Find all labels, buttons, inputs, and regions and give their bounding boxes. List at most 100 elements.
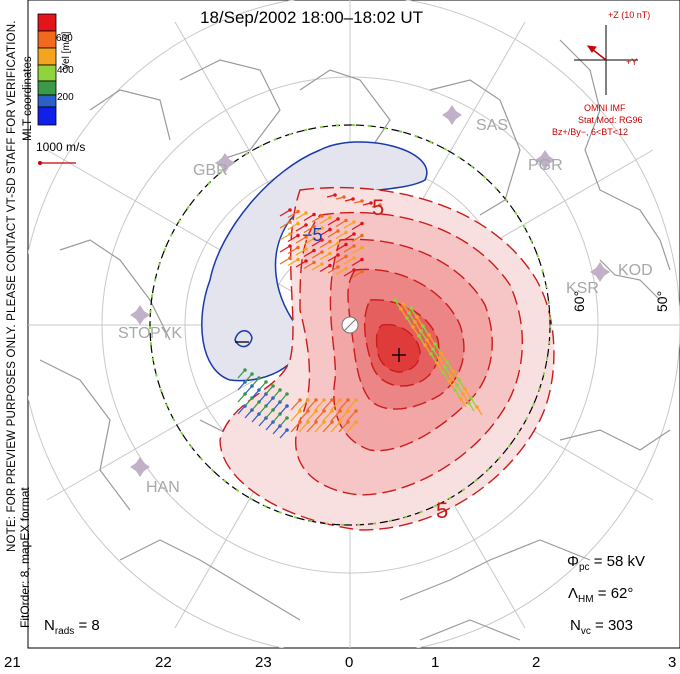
velocity-vector bbox=[319, 228, 331, 237]
velocity-vector-origin bbox=[338, 398, 342, 402]
velocity-vector bbox=[322, 399, 333, 411]
n-rads-stat: Nrads = 8 bbox=[44, 617, 100, 637]
velocity-vector-origin bbox=[360, 199, 364, 203]
hour-tick-0: 0 bbox=[345, 654, 354, 671]
station-kod: KOD bbox=[618, 262, 653, 279]
velocity-vector-origin bbox=[352, 268, 356, 272]
velocity-vector-origin bbox=[360, 269, 364, 274]
velocity-vector bbox=[343, 233, 355, 241]
velocity-vector-origin bbox=[344, 218, 348, 223]
velocity-vector-origin bbox=[320, 262, 324, 266]
velocity-vector bbox=[287, 210, 299, 219]
velocity-vector-origin bbox=[336, 253, 340, 257]
imf-axis-z: +Z (10 nT) bbox=[608, 10, 651, 20]
imf-condition: Bz+/By−, 6<BT<12 bbox=[552, 127, 629, 137]
velocity-vector-origin bbox=[344, 266, 348, 271]
velocity-vector-origin bbox=[304, 211, 308, 215]
velocity-vector-origin bbox=[285, 428, 289, 432]
n-rads-value: = 8 bbox=[78, 617, 100, 634]
station-pyk: PYK bbox=[150, 325, 183, 342]
velocity-vector bbox=[279, 209, 291, 217]
velocity-vector bbox=[319, 240, 331, 249]
n-vc-value: = 303 bbox=[595, 617, 633, 634]
velocity-vector-origin bbox=[288, 220, 292, 224]
velocity-vector bbox=[290, 410, 301, 422]
velocity-vector bbox=[322, 421, 333, 433]
phi-pc-stat: Φpc = 58 kV bbox=[567, 553, 645, 573]
map-title: 18/Sep/2002 18:00–18:02 UT bbox=[200, 8, 424, 27]
velocity-vector-origin bbox=[304, 235, 308, 239]
velocity-vector bbox=[327, 254, 339, 262]
contour-label-bottom: 5 bbox=[436, 498, 449, 523]
velocity-vector-origin bbox=[360, 233, 364, 238]
velocity-vector-origin bbox=[342, 195, 346, 199]
lambda-hm-value: = 62° bbox=[597, 585, 634, 602]
velocity-vector-origin bbox=[328, 227, 332, 232]
velocity-vector bbox=[311, 215, 323, 223]
velocity-vector-origin bbox=[304, 259, 308, 263]
velocity-vector bbox=[298, 410, 309, 422]
velocity-vector bbox=[343, 257, 355, 265]
velocity-vector-origin bbox=[429, 352, 433, 356]
velocity-vector-origin bbox=[288, 244, 292, 248]
velocity-vector-origin bbox=[288, 256, 292, 260]
velocity-vector-origin bbox=[344, 230, 348, 235]
velocity-vector bbox=[319, 252, 331, 261]
velocity-vector-origin bbox=[328, 263, 332, 268]
velocity-vector bbox=[327, 218, 339, 226]
positive-cell bbox=[219, 186, 555, 531]
velocity-vector bbox=[311, 227, 323, 235]
velocity-vector bbox=[279, 233, 291, 241]
velocity-vector-origin bbox=[330, 420, 334, 424]
velocity-vector bbox=[338, 399, 349, 411]
velocity-vector bbox=[295, 260, 307, 268]
velocity-vector bbox=[314, 399, 325, 411]
velocity-vector bbox=[303, 225, 315, 234]
imf-axis-y: +Y bbox=[626, 57, 638, 67]
velocity-vector-origin bbox=[393, 298, 397, 302]
velocity-vector-origin bbox=[399, 307, 403, 311]
velocity-vector-origin bbox=[461, 392, 465, 396]
velocity-vector-origin bbox=[344, 254, 348, 259]
velocity-vector-origin bbox=[330, 398, 334, 402]
velocity-vector-origin bbox=[314, 398, 318, 402]
velocity-vector-origin bbox=[296, 209, 300, 214]
velocity-vector-origin bbox=[330, 409, 334, 413]
velocity-vector-origin bbox=[298, 420, 302, 424]
velocity-vector-origin bbox=[423, 343, 427, 347]
velocity-vector bbox=[335, 243, 347, 252]
velocity-vector-origin bbox=[322, 420, 326, 424]
velocity-vector bbox=[343, 245, 355, 253]
hour-tick-21: 21 bbox=[4, 654, 21, 671]
velocity-vector-origin bbox=[250, 372, 254, 376]
colorbar-label: Vel [m/s] bbox=[61, 31, 72, 70]
velocity-vector bbox=[322, 410, 333, 422]
velocity-vector-origin bbox=[459, 397, 463, 401]
station-sas: SAS bbox=[476, 117, 509, 134]
velocity-vector-origin bbox=[328, 239, 332, 244]
velocity-vector-origin bbox=[415, 315, 419, 319]
velocity-vector-origin bbox=[338, 420, 342, 424]
velocity-vector-origin bbox=[360, 257, 364, 262]
velocity-vector bbox=[319, 216, 331, 225]
velocity-vector-origin bbox=[322, 409, 326, 413]
velocity-vector-origin bbox=[336, 217, 340, 221]
velocity-vector-origin bbox=[401, 302, 405, 306]
velocity-vector-origin bbox=[455, 383, 459, 387]
velocity-vector-origin bbox=[328, 251, 332, 256]
velocity-vector-origin bbox=[431, 347, 435, 351]
velocity-vector-origin bbox=[320, 214, 324, 218]
lambda-hm-stat: ΛHM = 62° bbox=[568, 585, 634, 605]
velocity-vector-origin bbox=[320, 238, 324, 242]
velocity-vector-origin bbox=[378, 203, 382, 207]
velocity-vector bbox=[303, 249, 315, 258]
velocity-vector-origin bbox=[449, 374, 453, 378]
velocity-vector-origin bbox=[351, 197, 355, 201]
velocity-vector bbox=[343, 269, 355, 277]
velocity-vector bbox=[338, 410, 349, 422]
velocity-vector-origin bbox=[314, 420, 318, 424]
velocity-vector bbox=[330, 410, 341, 422]
velocity-vector-origin bbox=[433, 342, 437, 346]
velocity-vector bbox=[298, 399, 309, 411]
velocity-vector-origin bbox=[312, 260, 316, 265]
